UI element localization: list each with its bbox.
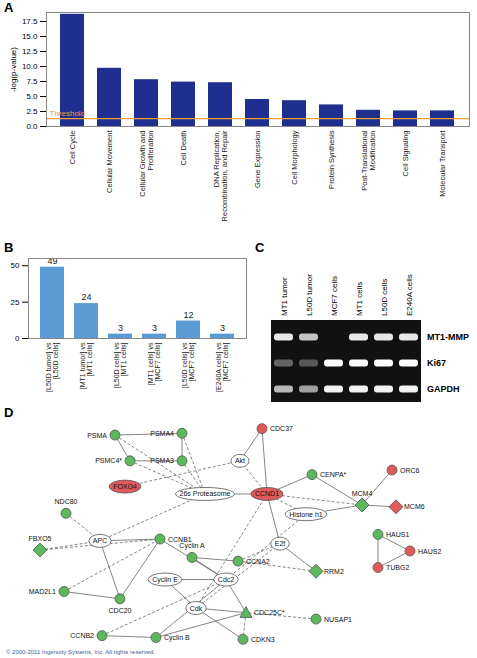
svg-text:Cell Death: Cell Death <box>179 131 188 166</box>
svg-text:CCNA2: CCNA2 <box>246 558 270 565</box>
svg-text:Protein Synthesis: Protein Synthesis <box>327 130 336 189</box>
svg-text:L50D cells: L50D cells <box>380 279 389 316</box>
svg-text:[MT1 cells] vs[MCF7 cells]: [MT1 cells] vs[MCF7 cells] <box>147 342 162 385</box>
svg-text:12.5: 12.5 <box>22 47 38 56</box>
svg-text:ORC6: ORC6 <box>400 467 420 474</box>
svg-text:CDC20: CDC20 <box>109 607 132 614</box>
svg-text:12: 12 <box>183 310 193 320</box>
svg-text:PSMA3: PSMA3 <box>150 457 174 464</box>
html-text:C: C <box>255 240 265 255</box>
svg-text:Gene Expression: Gene Expression <box>253 131 262 189</box>
svg-text:© 2000-2011 Ingenuity Systems,: © 2000-2011 Ingenuity Systems, Inc. All … <box>6 649 155 655</box>
svg-text:Molecular Transport: Molecular Transport <box>438 130 447 197</box>
svg-text:TUBG2: TUBG2 <box>386 564 409 571</box>
svg-text:CDKN3: CDKN3 <box>251 636 275 643</box>
svg-text:[L50D cells] vs[MT1 cells]: [L50D cells] vs[MT1 cells] <box>113 342 128 388</box>
svg-text:E2f: E2f <box>275 540 286 547</box>
svg-text:0.0: 0.0 <box>26 122 38 131</box>
svg-text:3: 3 <box>118 323 123 333</box>
svg-text:5.0: 5.0 <box>26 92 38 101</box>
svg-text:FOXO4: FOXO4 <box>113 483 137 490</box>
svg-text:CCNB2: CCNB2 <box>70 632 94 639</box>
svg-text:10.0: 10.0 <box>22 62 38 71</box>
html-text:D: D <box>4 405 14 420</box>
svg-text:Cdk: Cdk <box>190 605 203 612</box>
svg-text:2.5: 2.5 <box>26 107 38 116</box>
svg-text:3: 3 <box>152 323 157 333</box>
svg-text:Post-TranslationalModification: Post-TranslationalModification <box>360 130 377 190</box>
svg-text:Cyclin E: Cyclin E <box>152 576 178 584</box>
svg-text:[E240A cells] vs[MCF7 cells]: [E240A cells] vs[MCF7 cells] <box>215 342 230 392</box>
svg-text:E240A cells: E240A cells <box>405 274 414 316</box>
svg-text:[MT1 tumor] vs[MT1 cells]: [MT1 tumor] vs[MT1 cells] <box>79 342 94 389</box>
svg-text:PSMA4: PSMA4 <box>150 430 174 437</box>
svg-text:Cyclin B: Cyclin B <box>164 634 190 642</box>
svg-text:NUSAP1: NUSAP1 <box>324 616 352 623</box>
svg-text:CDC37: CDC37 <box>270 425 293 432</box>
svg-text:0: 0 <box>15 334 20 343</box>
svg-text:26s Proteasome: 26s Proteasome <box>180 490 231 497</box>
svg-text:CDC25C*: CDC25C* <box>254 609 285 616</box>
svg-text:Cell Cycle: Cell Cycle <box>68 131 77 165</box>
svg-text:25: 25 <box>11 298 20 307</box>
html-text:B: B <box>4 240 14 255</box>
svg-text:3: 3 <box>220 323 225 333</box>
svg-text:DNA Replication,Recombination,: DNA Replication,Recombination, and Repai… <box>212 130 229 221</box>
svg-text:MAD2L1: MAD2L1 <box>29 588 56 595</box>
svg-text:FBXO5: FBXO5 <box>29 535 52 542</box>
svg-text:Ki67: Ki67 <box>427 358 446 368</box>
svg-text:[L50D tumor] vs[L50D cells]: [L50D tumor] vs[L50D cells] <box>45 342 60 392</box>
svg-text:7.5: 7.5 <box>26 77 38 86</box>
svg-text:Cell Signaling: Cell Signaling <box>401 131 410 177</box>
html-text:A: A <box>4 0 14 15</box>
svg-text:Cell Morphology: Cell Morphology <box>290 130 299 184</box>
svg-text:49: 49 <box>47 256 57 266</box>
svg-text:MT1 cells: MT1 cells <box>355 282 364 316</box>
svg-text:MCM6: MCM6 <box>404 503 425 510</box>
svg-text:PSMA: PSMA <box>87 432 107 439</box>
svg-text:Cellular Movement: Cellular Movement <box>105 130 114 193</box>
svg-text:NDC80: NDC80 <box>55 498 78 505</box>
svg-text:L50D tumor: L50D tumor <box>305 274 314 316</box>
svg-text:-log(p-value): -log(p-value) <box>9 47 18 92</box>
svg-text:PSMC4*: PSMC4* <box>95 457 122 464</box>
svg-text:CCNB1: CCNB1 <box>168 535 192 543</box>
svg-text:[L50D cells] vs[MCF7 cells]: [L50D cells] vs[MCF7 cells] <box>181 342 196 388</box>
svg-text:CCND1: CCND1 <box>255 490 279 497</box>
svg-text:HAUS1: HAUS1 <box>386 531 409 538</box>
svg-text:Cdc2: Cdc2 <box>218 576 234 583</box>
svg-text:RRM2: RRM2 <box>324 568 344 575</box>
svg-text:GAPDH: GAPDH <box>427 384 460 394</box>
svg-text:MCF7 cells: MCF7 cells <box>330 276 339 316</box>
svg-text:CENPA*: CENPA* <box>320 471 347 478</box>
svg-text:Histone h1: Histone h1 <box>289 511 323 518</box>
svg-text:HAUS2: HAUS2 <box>418 548 441 555</box>
svg-text:50: 50 <box>11 261 20 270</box>
svg-text:15.0: 15.0 <box>22 32 38 41</box>
svg-text:Cyclin A: Cyclin A <box>179 542 205 550</box>
svg-text:MT1 tumor: MT1 tumor <box>280 277 289 316</box>
svg-text:Cellular Growth andProliferati: Cellular Growth andProliferation <box>138 131 155 197</box>
svg-text:MCM4: MCM4 <box>352 490 373 497</box>
svg-text:MT1-MMP: MT1-MMP <box>427 332 469 342</box>
svg-text:Threshold: Threshold <box>50 109 86 118</box>
svg-text:17.5: 17.5 <box>22 17 38 26</box>
svg-text:Akt: Akt <box>235 457 245 464</box>
svg-text:APC: APC <box>93 537 107 544</box>
svg-text:24: 24 <box>81 292 91 302</box>
